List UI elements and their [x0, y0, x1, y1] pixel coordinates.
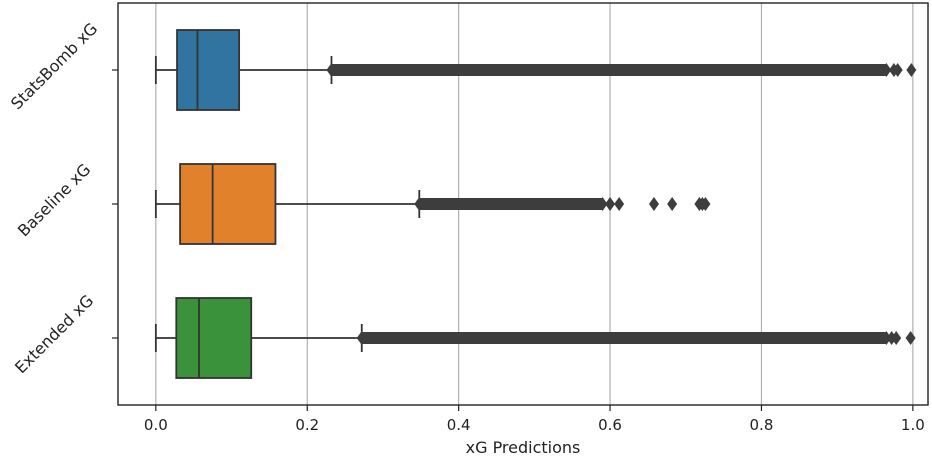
- series-1-outlier-3: [667, 197, 678, 211]
- x-tick-label-1: 0.2: [295, 416, 319, 434]
- series-2-outlier-edge-end: [881, 331, 892, 345]
- series-2-outliers-dense: [361, 332, 887, 344]
- series-2-box: [175, 297, 253, 379]
- series-0-outliers-dense: [331, 64, 887, 76]
- series-1-outlier-edge-end: [597, 197, 608, 211]
- series-0-box: [176, 29, 241, 111]
- x-tick-label-0: 0.0: [144, 416, 168, 434]
- series-0-outlier-1: [892, 63, 903, 77]
- series-2-outlier-2: [905, 331, 916, 345]
- series-0-outlier-edge-start: [326, 63, 337, 77]
- series-1-outlier-2: [648, 197, 659, 211]
- x-tick-label-3: 0.6: [598, 416, 622, 434]
- series-1-outlier-6: [700, 197, 711, 211]
- series-2-outlier-1: [891, 331, 902, 345]
- x-tick-label-4: 0.8: [750, 416, 774, 434]
- series-1-box: [179, 163, 277, 245]
- series-0-outlier-2: [906, 63, 917, 77]
- series-0-outlier-edge-end: [881, 63, 892, 77]
- series-2-outlier-edge-start: [356, 331, 367, 345]
- series-1-outlier-1: [614, 197, 625, 211]
- series-1-outlier-0: [605, 197, 616, 211]
- series-1-outliers-dense: [419, 198, 603, 210]
- series-2-label: Extended xG: [11, 291, 97, 377]
- x-axis-title: xG Predictions: [466, 438, 581, 457]
- series-1-outlier-edge-start: [414, 197, 425, 211]
- series-1-label: Baseline xG: [14, 160, 94, 240]
- series-0-label: StatsBomb xG: [7, 19, 101, 113]
- x-tick-label-2: 0.4: [447, 416, 471, 434]
- x-tick-label-5: 1.0: [901, 416, 925, 434]
